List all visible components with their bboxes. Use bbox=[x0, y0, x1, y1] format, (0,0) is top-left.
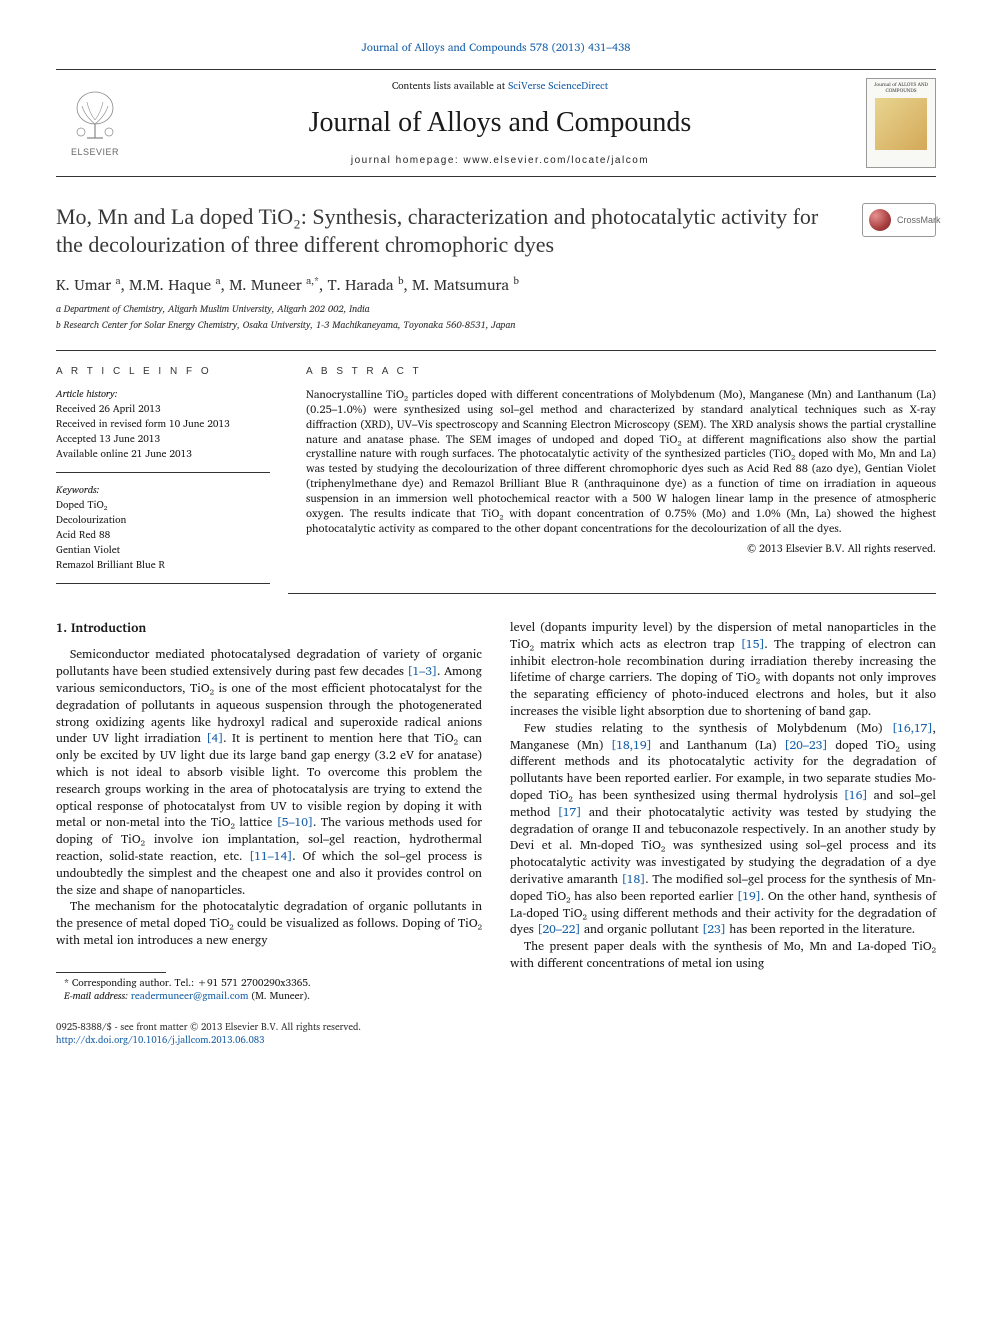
contents-line: Contents lists available at SciVerse Sci… bbox=[154, 79, 846, 93]
sciencedirect-link[interactable]: SciVerse ScienceDirect bbox=[508, 78, 608, 94]
masthead-center: Contents lists available at SciVerse Sci… bbox=[134, 79, 866, 168]
ref-link[interactable]: [16,17] bbox=[892, 719, 933, 738]
title-row: Mo, Mn and La doped TiO₂: Synthesis, cha… bbox=[56, 203, 936, 258]
body-columns: 1. Introduction Semiconductor mediated p… bbox=[56, 620, 936, 1003]
keywords-block: Keywords: Doped TiO₂ Decolourization Aci… bbox=[56, 483, 270, 584]
front-matter-line: 0925-8388/$ - see front matter © 2013 El… bbox=[56, 1021, 936, 1034]
ref-link[interactable]: [1–3] bbox=[407, 662, 437, 681]
bottom-meta: 0925-8388/$ - see front matter © 2013 El… bbox=[56, 1021, 936, 1048]
affiliations: a Department of Chemistry, Aligarh Musli… bbox=[56, 303, 936, 332]
ref-link[interactable]: [5–10] bbox=[277, 813, 313, 832]
journal-name: Journal of Alloys and Compounds bbox=[154, 103, 846, 142]
homepage-prefix: journal homepage: bbox=[351, 155, 464, 166]
elsevier-logo[interactable]: ELSEVIER bbox=[56, 79, 134, 167]
masthead: ELSEVIER Contents lists available at Sci… bbox=[56, 69, 936, 177]
affiliation-a: a Department of Chemistry, Aligarh Musli… bbox=[56, 303, 936, 316]
body-para-4: Few studies relating to the synthesis of… bbox=[510, 721, 936, 939]
footnote-email: E-mail address: readermuneer@gmail.com (… bbox=[56, 990, 482, 1003]
keyword-5: Remazol Brilliant Blue R bbox=[56, 558, 270, 572]
footnote-separator bbox=[56, 972, 166, 973]
ref-link[interactable]: [16] bbox=[844, 786, 868, 805]
article-title: Mo, Mn and La doped TiO₂: Synthesis, cha… bbox=[56, 203, 836, 258]
crossmark-label: CrossMark bbox=[897, 214, 941, 227]
body-para-2: The mechanism for the photocatalytic deg… bbox=[56, 899, 482, 949]
crossmark-badge[interactable]: CrossMark bbox=[862, 203, 936, 237]
body-para-5: The present paper deals with the synthes… bbox=[510, 939, 936, 973]
email-link[interactable]: readermuneer@gmail.com bbox=[131, 988, 249, 1004]
ref-link[interactable]: [18] bbox=[622, 870, 646, 889]
journal-cover-thumb[interactable]: Journal of ALLOYS AND COMPOUNDS bbox=[866, 78, 936, 168]
top-citation-link[interactable]: Journal of Alloys and Compounds 578 (201… bbox=[362, 38, 631, 56]
ref-link[interactable]: [15] bbox=[741, 635, 765, 654]
ref-link[interactable]: [20–23] bbox=[784, 736, 827, 755]
elsevier-wordmark: ELSEVIER bbox=[71, 146, 119, 159]
abstract-column: A B S T R A C T Nanocrystalline TiO₂ par… bbox=[288, 351, 936, 594]
keyword-1: Doped TiO₂ bbox=[56, 498, 270, 512]
info-abstract-row: A R T I C L E I N F O Article history: R… bbox=[56, 350, 936, 594]
history-received: Received 26 April 2013 bbox=[56, 402, 270, 416]
email-suffix: (M. Muneer). bbox=[248, 988, 310, 1004]
crossmark-icon bbox=[869, 209, 891, 231]
ref-link[interactable]: [18,19] bbox=[611, 736, 652, 755]
keyword-4: Gentian Violet bbox=[56, 543, 270, 557]
abstract-copyright: © 2013 Elsevier B.V. All rights reserved… bbox=[306, 541, 936, 556]
keywords-label: Keywords: bbox=[56, 483, 270, 497]
ref-link[interactable]: [19] bbox=[737, 887, 761, 906]
affiliation-b: b Research Center for Solar Energy Chemi… bbox=[56, 319, 936, 332]
keyword-3: Acid Red 88 bbox=[56, 528, 270, 542]
ref-link[interactable]: [11–14] bbox=[249, 847, 292, 866]
abstract-heading: A B S T R A C T bbox=[306, 365, 936, 379]
article-history-block: Article history: Received 26 April 2013 … bbox=[56, 387, 270, 473]
authors-line: K. Umar a, M.M. Haque a, M. Muneer a,*, … bbox=[56, 274, 936, 295]
keyword-2: Decolourization bbox=[56, 513, 270, 527]
article-info-heading: A R T I C L E I N F O bbox=[56, 365, 270, 379]
section-1-heading: 1. Introduction bbox=[56, 620, 482, 638]
body-para-3: level (dopants impurity level) by the di… bbox=[510, 620, 936, 721]
article-info-column: A R T I C L E I N F O Article history: R… bbox=[56, 351, 288, 594]
top-citation: Journal of Alloys and Compounds 578 (201… bbox=[56, 40, 936, 55]
contents-prefix: Contents lists available at bbox=[392, 78, 508, 94]
abstract-text: Nanocrystalline TiO₂ particles doped wit… bbox=[306, 387, 936, 535]
history-label: Article history: bbox=[56, 387, 270, 401]
history-revised: Received in revised form 10 June 2013 bbox=[56, 417, 270, 431]
email-label: E-mail address: bbox=[64, 988, 131, 1004]
cover-thumb-title: Journal of ALLOYS AND COMPOUNDS bbox=[871, 83, 931, 94]
homepage-line: journal homepage: www.elsevier.com/locat… bbox=[154, 154, 846, 168]
body-para-1: Semiconductor mediated photocatalysed de… bbox=[56, 647, 482, 899]
homepage-url[interactable]: www.elsevier.com/locate/jalcom bbox=[464, 155, 650, 166]
elsevier-tree-icon bbox=[67, 88, 123, 144]
ref-link[interactable]: [17] bbox=[558, 803, 582, 822]
cover-thumb-image bbox=[875, 98, 927, 150]
history-accepted: Accepted 13 June 2013 bbox=[56, 432, 270, 446]
doi-link[interactable]: http://dx.doi.org/10.1016/j.jallcom.2013… bbox=[56, 1033, 265, 1048]
history-online: Available online 21 June 2013 bbox=[56, 447, 270, 461]
ref-link[interactable]: [4] bbox=[206, 729, 223, 748]
